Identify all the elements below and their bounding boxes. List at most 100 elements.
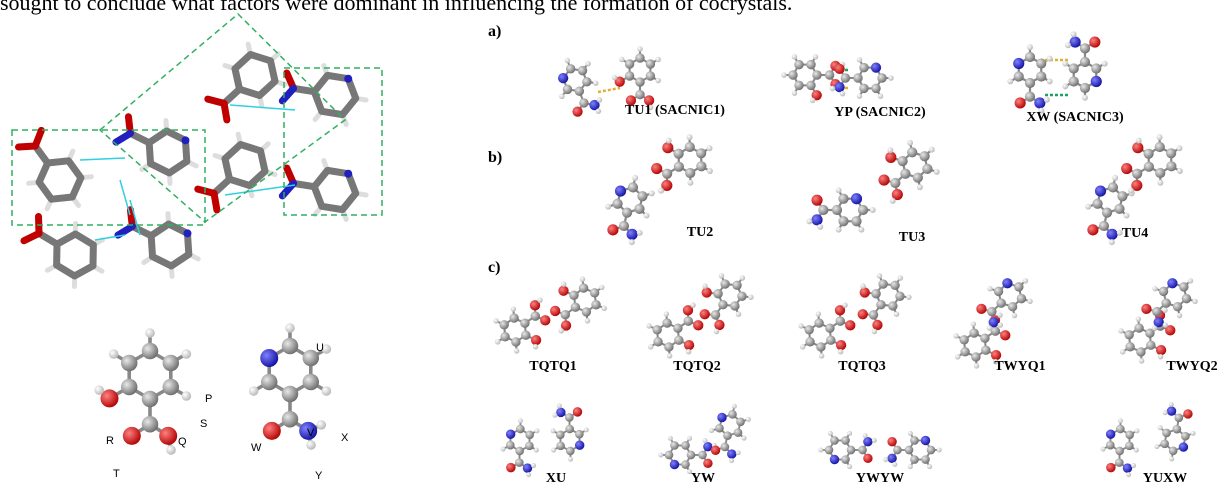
stick-ring [149, 131, 187, 173]
atom [860, 283, 865, 288]
atom [596, 108, 601, 113]
atom [612, 75, 617, 80]
atom [1136, 138, 1142, 144]
atom [662, 318, 671, 327]
stick-ring [57, 234, 94, 276]
atom [531, 335, 541, 345]
atom [142, 416, 159, 433]
atom [1108, 182, 1118, 192]
atom [142, 391, 159, 408]
atom [1036, 58, 1046, 68]
atom [794, 81, 803, 90]
atom [838, 216, 848, 226]
atom [648, 344, 653, 349]
atom [888, 75, 893, 80]
atom [804, 325, 813, 334]
atom [1177, 168, 1183, 174]
atom [552, 413, 557, 418]
atom [566, 447, 575, 456]
atom [673, 324, 682, 333]
atom [1177, 313, 1182, 318]
atom [1025, 52, 1035, 62]
atom [580, 276, 585, 281]
atom [1160, 439, 1169, 448]
atom [727, 449, 736, 458]
atom [1044, 97, 1050, 103]
structure-label: YP (SACNIC2) [834, 105, 926, 120]
atom [585, 61, 590, 66]
atom [878, 93, 883, 98]
atom [166, 445, 176, 455]
atom [612, 199, 622, 209]
atom [721, 443, 730, 452]
atom [537, 297, 542, 302]
atom [813, 54, 818, 59]
atom [687, 436, 692, 441]
atom [568, 457, 573, 462]
atom [732, 281, 741, 290]
atom [575, 86, 584, 95]
atom [887, 454, 896, 463]
atom [828, 431, 833, 436]
atom [1062, 61, 1068, 67]
atom [719, 273, 724, 278]
atom [632, 175, 638, 181]
atom [959, 335, 968, 344]
atom [1167, 406, 1176, 415]
atom [1134, 323, 1143, 332]
atom [696, 148, 706, 158]
atom [1134, 428, 1139, 433]
atom [1120, 349, 1125, 354]
atom [1158, 354, 1163, 359]
atom [1069, 63, 1079, 73]
atom [700, 309, 710, 319]
atom [687, 180, 693, 186]
atom [556, 408, 565, 417]
atom [1069, 76, 1079, 86]
atom [1121, 163, 1132, 174]
atom [1047, 78, 1053, 84]
atom [1124, 330, 1133, 339]
atom [658, 188, 664, 194]
atom [163, 379, 180, 396]
atom [1015, 97, 1026, 108]
atom [690, 302, 695, 307]
atom [625, 71, 634, 80]
atom [927, 464, 932, 469]
atom [847, 446, 856, 455]
structure-label: YWYW [856, 471, 904, 485]
atom [887, 147, 893, 153]
panel-label: b) [488, 149, 502, 166]
atom [693, 320, 703, 330]
atom [681, 460, 690, 469]
atom-label: Q [178, 436, 187, 448]
atom [981, 345, 990, 354]
structure-label: TU3 [899, 230, 925, 245]
atom [748, 294, 753, 299]
atom [674, 335, 683, 344]
atom [1025, 78, 1035, 88]
atom [1013, 58, 1024, 69]
atom [811, 195, 822, 206]
atom [890, 281, 899, 290]
atom [1139, 358, 1144, 363]
atom [1136, 316, 1141, 321]
atom [1166, 148, 1176, 158]
atom [974, 363, 979, 368]
atom [551, 448, 556, 453]
atom [890, 178, 900, 188]
atom [1146, 340, 1155, 349]
atom [1027, 299, 1032, 304]
atom [1158, 425, 1163, 430]
stick [116, 133, 130, 142]
atom [511, 306, 516, 311]
atom [1162, 307, 1167, 312]
stick [24, 233, 39, 240]
atom [1136, 347, 1145, 356]
atom [1109, 239, 1115, 245]
figure: sought to conclude what factors were dom… [0, 0, 1227, 485]
atom [651, 163, 662, 174]
atom [883, 457, 888, 462]
atom [652, 325, 661, 334]
atom [740, 275, 745, 280]
